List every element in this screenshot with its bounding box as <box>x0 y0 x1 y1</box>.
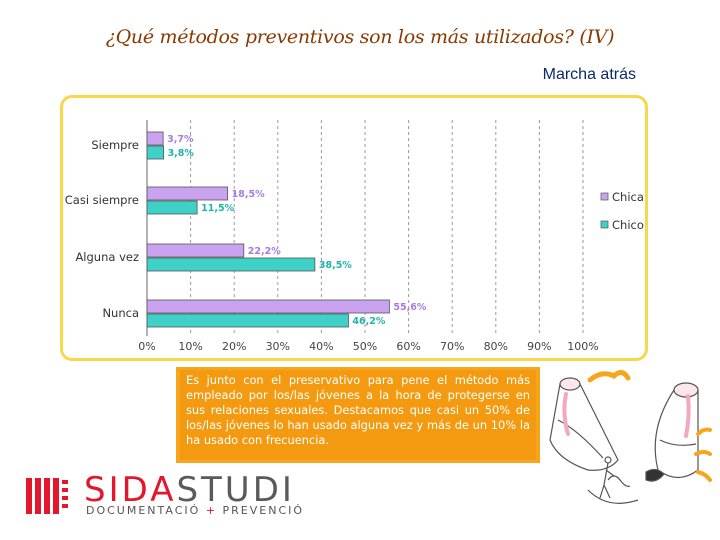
x-tick-label: 20% <box>222 340 246 353</box>
x-tick-label: 90% <box>527 340 551 353</box>
tagline-plus: + <box>205 504 218 517</box>
page-title: ¿Qué métodos preventivos son los más uti… <box>105 26 615 48</box>
brand-name: SIDASTUDI <box>84 470 295 510</box>
x-tick-label: 60% <box>396 340 420 353</box>
legend-label: Chica <box>612 190 644 204</box>
x-tick-label: 0% <box>138 340 155 353</box>
page-subtitle: Marcha atrás <box>542 66 636 83</box>
category-label: Casi siempre <box>65 193 139 207</box>
bar-chica <box>146 131 164 146</box>
tagline-b: PREVENCIÓ <box>222 504 305 517</box>
condom-illustration-icon <box>549 370 712 504</box>
x-tick-label: 10% <box>178 340 202 353</box>
brand-name-part1: SIDA <box>84 470 177 510</box>
legend-swatch-chica <box>600 192 609 201</box>
tagline-a: DOCUMENTACIÓ <box>86 504 201 517</box>
bar-value-label: 3,7% <box>167 134 194 145</box>
category-label: Nunca <box>102 306 139 320</box>
x-tick-label: 100% <box>567 340 598 353</box>
brand-tagline: DOCUMENTACIÓ + PREVENCIÓ <box>86 504 304 517</box>
bar-value-label: 46,2% <box>352 316 385 327</box>
bar-chica <box>146 299 390 314</box>
chart-frame: 0% 10% 20% 30% 40% 50% 60% 70% 80% 90% 100% 3,7% 3,8… <box>60 95 648 361</box>
sidastudi-logo-icon <box>26 478 68 514</box>
x-tick-label: 40% <box>309 340 333 353</box>
bar-chart: 0% 10% 20% 30% 40% 50% 60% 70% 80% 90% 100% 3,7% 3,8… <box>65 120 644 353</box>
bar-chico <box>146 145 164 160</box>
x-tick-label: 50% <box>353 340 377 353</box>
legend-swatch-chico <box>600 220 609 229</box>
x-tick-label: 70% <box>440 340 464 353</box>
bar-chico <box>146 200 198 215</box>
bar-chico <box>146 313 349 328</box>
x-tick-label: 30% <box>266 340 290 353</box>
x-tick-label: 80% <box>484 340 508 353</box>
bar-value-label: 18,5% <box>232 189 265 200</box>
bar-chico <box>146 257 316 272</box>
category-label: Siempre <box>91 138 139 152</box>
legend-label: Chico <box>612 218 644 232</box>
bar-value-label: 38,5% <box>319 260 352 271</box>
bar-chica <box>146 186 229 201</box>
bar-value-label: 11,5% <box>201 203 234 214</box>
info-note: Es junto con el preservativo para pene e… <box>176 367 540 463</box>
category-label: Alguna vez <box>75 250 139 264</box>
bar-chica <box>146 243 245 258</box>
bar-value-label: 22,2% <box>248 246 281 257</box>
bar-value-label: 3,8% <box>168 148 195 159</box>
bar-value-label: 55,6% <box>393 302 426 313</box>
info-note-text: Es junto con el preservativo para pene e… <box>180 370 536 460</box>
brand-name-part2: STUDI <box>176 470 295 510</box>
